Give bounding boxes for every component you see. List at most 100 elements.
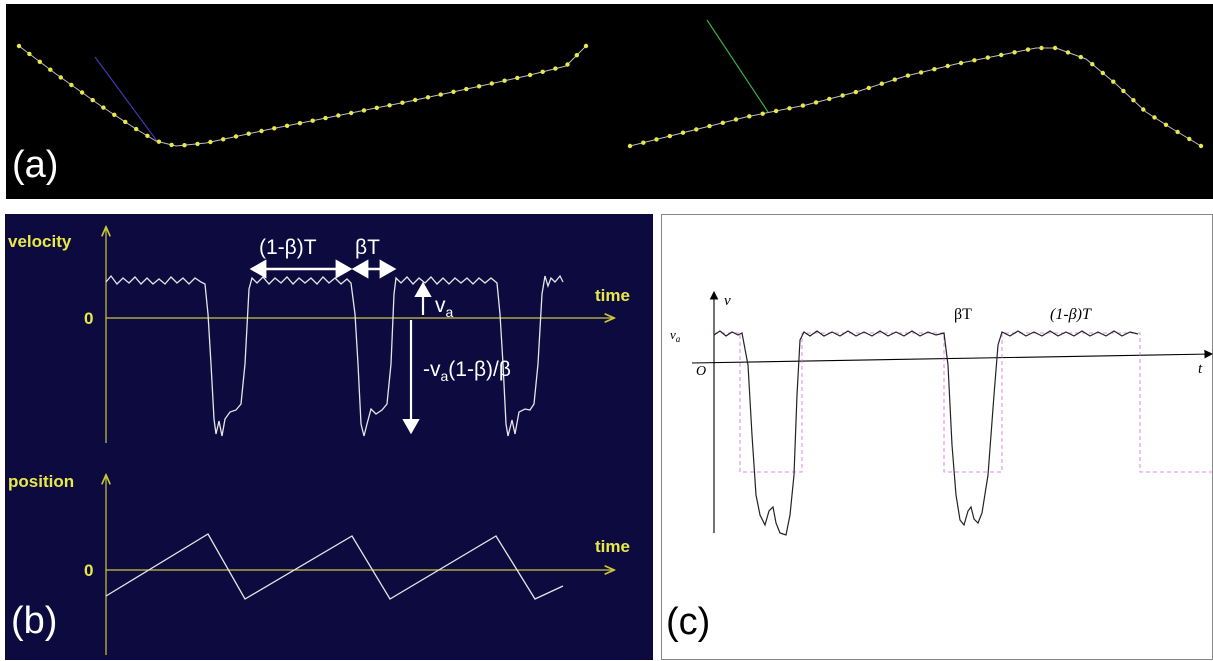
trajectory-point bbox=[853, 89, 858, 95]
trajectory-point bbox=[451, 89, 456, 95]
trajectory-point bbox=[1100, 70, 1106, 76]
trajectory-point bbox=[387, 103, 392, 108]
panel-b-velocity-position: velocity position time time 0 0 (1-β)T β… bbox=[5, 214, 653, 660]
right-guide-line bbox=[706, 19, 769, 113]
trajectory-point bbox=[464, 86, 469, 92]
left-trajectory-points bbox=[16, 43, 589, 148]
trajectory-point bbox=[540, 69, 545, 75]
right-trajectory-curve bbox=[629, 47, 1202, 147]
trajectory-point bbox=[932, 67, 937, 72]
trajectory-point bbox=[48, 67, 53, 72]
c-va-label: va bbox=[670, 327, 681, 344]
trajectory-point bbox=[787, 106, 792, 111]
trajectory-point bbox=[1198, 143, 1204, 149]
trajectory-point bbox=[1039, 45, 1044, 51]
negative-velocity-label: -va(1-β)/β bbox=[423, 358, 511, 384]
left-trajectory-curve bbox=[18, 45, 587, 147]
trajectory-point bbox=[1187, 136, 1192, 142]
c-t-axis-label: t bbox=[1198, 361, 1203, 377]
trajectory-point bbox=[1078, 54, 1084, 60]
one-minus-beta-T-label: (1-β)T bbox=[259, 236, 317, 259]
trajectory-point bbox=[813, 100, 819, 105]
trajectory-point bbox=[760, 111, 765, 116]
trajectory-point bbox=[27, 51, 32, 57]
trajectory-point bbox=[1025, 47, 1031, 52]
trajectory-point bbox=[502, 78, 507, 83]
trajectory-point bbox=[297, 121, 303, 126]
trajectory-point bbox=[627, 143, 633, 149]
trajectory-point bbox=[773, 108, 779, 114]
trajectory-point bbox=[112, 112, 117, 118]
trajectory-point bbox=[583, 43, 589, 49]
trajectory-point bbox=[892, 77, 897, 82]
trajectory-point bbox=[641, 140, 646, 145]
trajectory-point bbox=[985, 55, 990, 60]
trajectory-point bbox=[527, 72, 533, 78]
trajectory-point bbox=[945, 63, 950, 69]
trajectory-point bbox=[733, 117, 739, 122]
trajectory-point bbox=[840, 93, 845, 98]
trajectory-point bbox=[221, 137, 226, 142]
trajectory-point bbox=[918, 70, 924, 75]
trajectory-point bbox=[259, 128, 264, 134]
trajectory-point bbox=[694, 127, 699, 132]
trajectory-point bbox=[680, 130, 686, 135]
trajectory-point bbox=[999, 52, 1004, 58]
c-origin-label: O bbox=[696, 364, 706, 379]
trajectory-point bbox=[1052, 45, 1058, 51]
trajectory-point bbox=[827, 96, 832, 102]
trajectory-point bbox=[374, 105, 379, 111]
trajectory-point bbox=[654, 137, 659, 142]
trajectory-point bbox=[16, 43, 22, 49]
trajectory-point bbox=[284, 123, 290, 128]
trajectory-point bbox=[123, 119, 128, 125]
panel-c-measured-velocity: v t O va βT (1-β)T (c) bbox=[661, 214, 1213, 660]
trajectory-point bbox=[195, 141, 200, 147]
trajectory-point bbox=[1163, 122, 1169, 128]
trajectory-point bbox=[233, 134, 239, 139]
trajectory-point bbox=[707, 123, 712, 129]
trajectory-point bbox=[310, 118, 315, 123]
trajectory-point bbox=[182, 143, 187, 148]
c-one-minus-beta-T-label: (1-β)T bbox=[1050, 306, 1092, 323]
trajectory-point bbox=[1111, 79, 1116, 84]
position-time-label: time bbox=[595, 537, 630, 556]
c-v-axis-label: v bbox=[724, 293, 731, 309]
position-zero-label: 0 bbox=[84, 561, 93, 580]
trajectory-point bbox=[361, 108, 367, 113]
right-trajectory-points bbox=[627, 45, 1204, 149]
ideal-square-wave bbox=[714, 332, 1213, 473]
trajectory-point bbox=[58, 75, 63, 80]
beta-T-label: βT bbox=[355, 236, 380, 259]
trajectory-point bbox=[349, 110, 354, 116]
velocity-zero-label: 0 bbox=[84, 309, 93, 328]
trajectory-point bbox=[905, 73, 911, 78]
trajectory-point bbox=[489, 81, 494, 86]
trajectory-point bbox=[667, 133, 672, 139]
trajectory-point bbox=[169, 142, 174, 148]
panel-a-canvas bbox=[16, 19, 1204, 149]
panel-c-canvas: v t O va βT (1-β)T bbox=[670, 290, 1213, 536]
trajectory-point bbox=[476, 84, 482, 89]
trajectory-point bbox=[90, 97, 95, 103]
trajectory-point bbox=[958, 60, 964, 66]
trajectory-point bbox=[720, 120, 725, 126]
trajectory-point bbox=[413, 97, 418, 103]
velocity-time-label: time bbox=[595, 286, 630, 305]
trajectory-point bbox=[400, 100, 405, 105]
trajectory-point bbox=[879, 81, 884, 86]
va-label: va bbox=[435, 294, 454, 320]
trajectory-point bbox=[553, 66, 558, 71]
trajectory-point bbox=[145, 133, 150, 138]
panel-c-label: (c) bbox=[666, 601, 711, 643]
trajectory-point bbox=[336, 113, 341, 118]
trajectory-point bbox=[1012, 50, 1017, 55]
trajectory-point bbox=[37, 59, 42, 64]
trajectory-point bbox=[1152, 115, 1157, 120]
velocity-signal bbox=[105, 274, 564, 437]
trajectory-point bbox=[866, 85, 871, 91]
panel-a-label: (a) bbox=[12, 144, 59, 186]
panel-a-trajectories: (a) bbox=[6, 4, 1213, 199]
c-x-axis bbox=[691, 349, 1213, 364]
trajectory-point bbox=[69, 82, 74, 88]
